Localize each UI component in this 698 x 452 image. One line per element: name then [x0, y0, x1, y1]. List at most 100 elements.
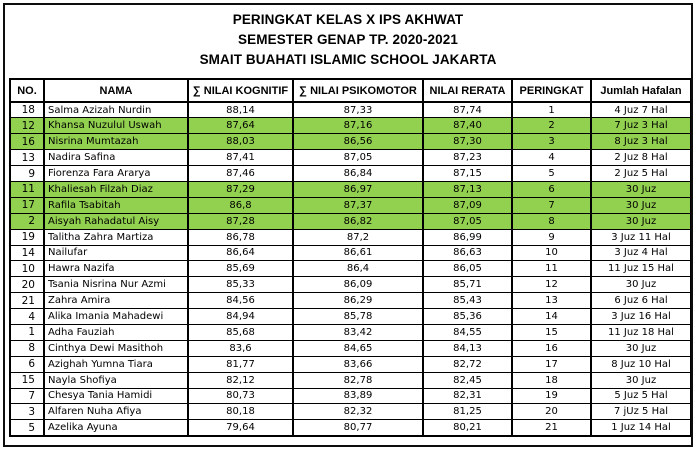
report-title-block: PERINGKAT KELAS X IPS AKHWAT SEMESTER GE…	[5, 5, 691, 70]
cell-rerata: 80,21	[422, 419, 513, 437]
cell-rerata: 82,45	[422, 371, 513, 389]
cell-peringkat: 9	[511, 228, 592, 246]
cell-nama: Aisyah Rahadatul Aisy	[43, 212, 189, 230]
cell-peringkat: 15	[511, 323, 592, 341]
cell-rerata: 85,71	[422, 276, 513, 294]
table-row: 6 Azighah Yumna Tiara 81,77 83,66 82,72 …	[9, 355, 691, 373]
cell-kognitif: 81,77	[187, 355, 294, 373]
cell-nama: Azighah Yumna Tiara	[43, 355, 189, 373]
table-row: 15 Nayla Shofiya 82,12 82,78 82,45 18 30…	[9, 371, 691, 389]
cell-rerata: 87,74	[422, 101, 513, 119]
cell-nama: Cinthya Dewi Masithoh	[43, 339, 189, 357]
table-row: 4 Alika Imania Mahadewi 84,94 85,78 85,3…	[9, 308, 691, 325]
cell-rerata: 82,72	[422, 355, 513, 373]
cell-peringkat: 17	[511, 355, 592, 373]
cell-rerata: 87,23	[422, 149, 513, 167]
cell-hafalan: 30 Juz	[590, 180, 691, 198]
cell-hafalan: 5 Juz 5 Hal	[590, 387, 691, 405]
table-row: 19 Talitha Zahra Martiza 86,78 87,2 86,9…	[9, 228, 691, 246]
cell-rerata: 84,55	[422, 323, 513, 341]
cell-psikomotor: 83,89	[292, 387, 424, 405]
cell-psikomotor: 82,78	[292, 371, 424, 389]
cell-kognitif: 86,78	[187, 228, 294, 246]
cell-no: 12	[9, 117, 45, 135]
table-row: 5 Azelika Ayuna 79,64 80,77 80,21 21 1 J…	[9, 419, 691, 437]
cell-hafalan: 3 Juz 4 Hal	[590, 244, 691, 262]
cell-psikomotor: 86,29	[292, 292, 424, 310]
cell-nama: Tsania Nisrina Nur Azmi	[43, 276, 189, 294]
cell-kognitif: 88,03	[187, 133, 294, 151]
cell-no: 8	[9, 339, 45, 357]
cell-hafalan: 2 Juz 5 Hal	[590, 165, 691, 182]
cell-kognitif: 87,29	[187, 180, 294, 198]
table-row: 7 Chesya Tania Hamidi 80,73 83,89 82,31 …	[9, 387, 691, 405]
table-row: 10 Hawra Nazifa 85,69 86,4 86,05 11 11 J…	[9, 260, 691, 278]
cell-nama: Alfaren Nuha Afiya	[43, 403, 189, 421]
cell-kognitif: 85,33	[187, 276, 294, 294]
cell-rerata: 86,99	[422, 228, 513, 246]
cell-no: 10	[9, 260, 45, 278]
cell-kognitif: 80,18	[187, 403, 294, 421]
cell-rerata: 85,36	[422, 308, 513, 325]
cell-nama: Rafila Tsabitah	[43, 196, 189, 214]
cell-peringkat: 8	[511, 212, 592, 230]
cell-peringkat: 7	[511, 196, 592, 214]
cell-hafalan: 7 Juz 3 Hal	[590, 117, 691, 135]
cell-no: 18	[9, 101, 45, 119]
cell-psikomotor: 86,97	[292, 180, 424, 198]
cell-hafalan: 30 Juz	[590, 212, 691, 230]
cell-kognitif: 84,56	[187, 292, 294, 310]
cell-hafalan: 11 Juz 18 Hal	[590, 323, 691, 341]
cell-psikomotor: 86,82	[292, 212, 424, 230]
cell-hafalan: 8 Juz 3 Hal	[590, 133, 691, 151]
cell-hafalan: 3 Juz 11 Hal	[590, 228, 691, 246]
cell-rerata: 87,13	[422, 180, 513, 198]
table-row: 14 Nailufar 86,64 86,61 86,63 10 3 Juz 4…	[9, 244, 691, 262]
cell-no: 7	[9, 387, 45, 405]
cell-psikomotor: 87,2	[292, 228, 424, 246]
report-title-line-1: PERINGKAT KELAS X IPS AKHWAT	[232, 12, 464, 27]
cell-hafalan: 6 Juz 6 Hal	[590, 292, 691, 310]
cell-kognitif: 85,68	[187, 323, 294, 341]
cell-psikomotor: 87,37	[292, 196, 424, 214]
cell-no: 17	[9, 196, 45, 214]
table-row: 16 Nisrina Mumtazah 88,03 86,56 87,30 3 …	[9, 133, 691, 151]
table-row: 18 Salma Azizah Nurdin 88,14 87,33 87,74…	[9, 101, 691, 119]
cell-psikomotor: 86,61	[292, 244, 424, 262]
cell-hafalan: 30 Juz	[590, 371, 691, 389]
cell-kognitif: 79,64	[187, 419, 294, 437]
cell-no: 5	[9, 419, 45, 437]
cell-peringkat: 1	[511, 101, 592, 119]
cell-peringkat: 18	[511, 371, 592, 389]
cell-no: 16	[9, 133, 45, 151]
column-header-no: NO.	[9, 78, 45, 103]
cell-rerata: 82,31	[422, 387, 513, 405]
cell-peringkat: 14	[511, 308, 592, 325]
cell-nama: Alika Imania Mahadewi	[43, 308, 189, 325]
cell-rerata: 87,05	[422, 212, 513, 230]
table-row: 12 Khansa Nuzulul Uswah 87,64 87,16 87,4…	[9, 117, 691, 135]
cell-peringkat: 3	[511, 133, 592, 151]
cell-nama: Nayla Shofiya	[43, 371, 189, 389]
cell-peringkat: 11	[511, 260, 592, 278]
report-title-line-3: SMAIT BUAHATI ISLAMIC SCHOOL JAKARTA	[199, 52, 497, 67]
cell-kognitif: 82,12	[187, 371, 294, 389]
cell-nama: Salma Azizah Nurdin	[43, 101, 189, 119]
cell-rerata: 84,13	[422, 339, 513, 357]
cell-no: 3	[9, 403, 45, 421]
cell-psikomotor: 80,77	[292, 419, 424, 437]
cell-rerata: 87,30	[422, 133, 513, 151]
cell-no: 9	[9, 165, 45, 182]
cell-psikomotor: 86,56	[292, 133, 424, 151]
cell-nama: Khansa Nuzulul Uswah	[43, 117, 189, 135]
cell-kognitif: 83,6	[187, 339, 294, 357]
cell-no: 2	[9, 212, 45, 230]
cell-rerata: 87,09	[422, 196, 513, 214]
cell-psikomotor: 83,42	[292, 323, 424, 341]
column-header-rerata: NILAI RERATA	[422, 78, 513, 103]
cell-nama: Hawra Nazifa	[43, 260, 189, 278]
column-header-kognitif: ∑ NILAI KOGNITIF	[187, 78, 294, 103]
cell-rerata: 81,25	[422, 403, 513, 421]
cell-no: 1	[9, 323, 45, 341]
cell-nama: Adha Fauziah	[43, 323, 189, 341]
